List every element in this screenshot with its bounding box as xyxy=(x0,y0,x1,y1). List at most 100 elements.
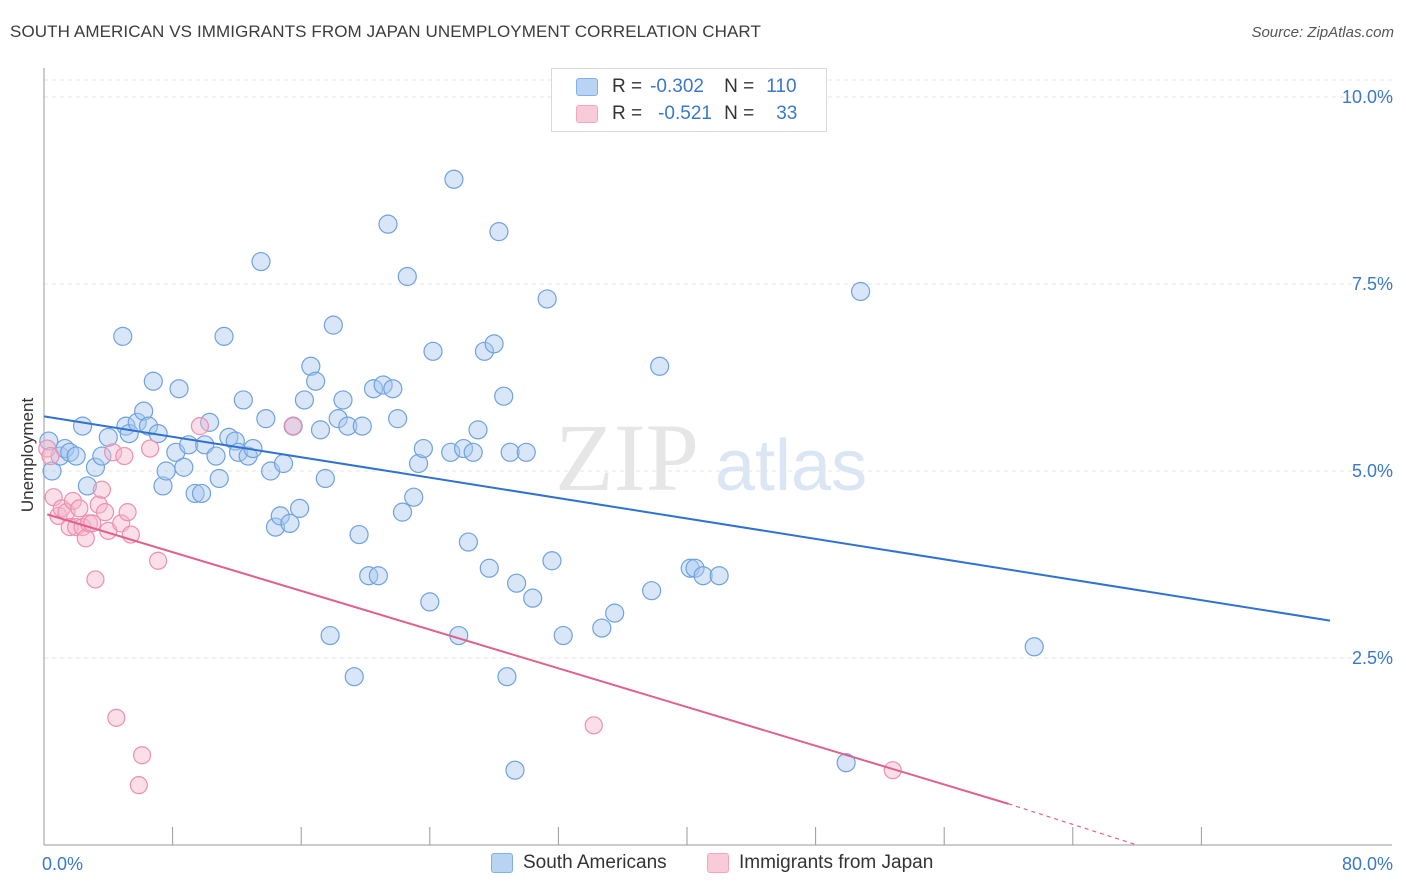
y-tick-label: 5.0% xyxy=(1352,461,1393,481)
data-point-south-americans xyxy=(256,409,276,429)
data-point-south-americans xyxy=(463,442,483,462)
trend-line-south-americans xyxy=(43,415,1331,622)
data-point-south-americans xyxy=(489,222,509,242)
legend-row-south-americans: R = -0.302 N = 110 xyxy=(576,74,797,100)
legend-swatch-blue xyxy=(491,853,513,873)
trend-line-japan xyxy=(46,513,1009,805)
data-point-south-americans xyxy=(408,453,429,474)
data-point-south-americans xyxy=(444,169,464,189)
data-point-south-americans xyxy=(709,566,729,586)
data-point-south-americans xyxy=(185,483,205,504)
legend-swatch-pink xyxy=(576,105,598,123)
data-point-japan xyxy=(149,551,168,570)
data-point-south-americans xyxy=(333,390,353,410)
data-point-south-americans xyxy=(685,558,705,578)
data-point-south-americans xyxy=(851,281,871,302)
legend-row-japan: R = -0.521 N = 33 xyxy=(576,101,797,127)
legend-r-label: R = xyxy=(612,76,643,97)
data-point-japan xyxy=(104,443,123,462)
data-point-south-americans xyxy=(368,566,388,586)
data-point-japan xyxy=(140,439,160,458)
data-point-south-americans xyxy=(191,483,212,504)
data-point-south-americans xyxy=(233,390,253,410)
y-axis-label: Unemployment xyxy=(18,398,37,513)
data-point-south-americans xyxy=(306,371,326,391)
data-point-south-americans xyxy=(388,409,408,429)
legend-label: South Americans xyxy=(523,852,667,873)
data-point-south-americans xyxy=(251,251,271,272)
data-point-south-americans xyxy=(383,379,403,399)
data-point-south-americans xyxy=(328,409,348,429)
data-point-south-americans xyxy=(836,753,856,773)
data-point-south-americans xyxy=(143,371,163,391)
data-point-south-americans xyxy=(156,461,176,481)
data-point-south-americans xyxy=(516,442,536,462)
data-point-south-americans xyxy=(280,513,300,533)
data-point-south-americans xyxy=(72,416,93,436)
data-point-south-americans xyxy=(392,502,413,522)
trend-line-japan-extrapolated xyxy=(1008,803,1138,846)
y-tick-label: 2.5% xyxy=(1352,648,1393,668)
data-point-south-americans xyxy=(352,416,372,436)
x-tick-label-max: 80.0% xyxy=(1342,854,1393,874)
data-point-japan xyxy=(883,761,902,780)
data-point-japan xyxy=(584,716,603,735)
data-point-south-americans xyxy=(153,476,173,496)
legend-item-japan[interactable]: Immigrants from Japan xyxy=(707,852,933,874)
y-tick-label: 10.0% xyxy=(1342,87,1393,107)
data-point-south-americans xyxy=(338,416,358,436)
watermark: ZIP atlas xyxy=(555,404,867,511)
data-point-south-americans xyxy=(441,442,461,462)
data-point-south-americans xyxy=(605,603,625,623)
data-point-south-americans xyxy=(349,524,369,545)
data-point-south-americans xyxy=(553,625,573,646)
data-point-south-americans xyxy=(373,375,393,395)
data-point-south-americans xyxy=(265,517,286,537)
south-americans-points xyxy=(39,169,1044,780)
chart-source: Source: ZipAtlas.com xyxy=(1251,24,1394,41)
data-point-south-americans xyxy=(494,386,514,406)
data-point-south-americans xyxy=(214,326,234,346)
data-point-south-americans xyxy=(404,487,424,507)
data-point-south-americans xyxy=(294,390,315,410)
data-point-japan xyxy=(76,529,95,548)
tick-labels: 2.5% 5.0% 7.5% 10.0% 0.0% 80.0% xyxy=(42,87,1393,874)
data-point-south-americans xyxy=(270,506,290,526)
data-point-japan xyxy=(92,480,111,499)
data-point-south-americans xyxy=(199,412,220,432)
data-point-south-americans xyxy=(273,453,294,474)
legend-item-south-americans[interactable]: South Americans xyxy=(491,852,667,874)
data-point-south-americans xyxy=(500,442,520,462)
data-point-south-americans xyxy=(363,379,384,399)
data-point-south-americans xyxy=(39,431,59,451)
data-point-japan xyxy=(118,503,137,522)
data-point-south-americans xyxy=(397,266,417,287)
data-point-south-americans xyxy=(413,438,433,459)
data-point-south-americans xyxy=(301,356,321,376)
data-point-south-americans xyxy=(479,558,499,578)
data-point-south-americans xyxy=(507,573,527,593)
data-point-japan xyxy=(190,417,210,436)
data-point-japan xyxy=(41,446,60,466)
data-point-south-americans xyxy=(289,498,310,518)
data-point-south-americans xyxy=(423,341,443,361)
legend-n-label: N = xyxy=(724,103,755,124)
data-point-south-americans xyxy=(542,551,562,571)
legend-label: Immigrants from Japan xyxy=(739,852,934,873)
data-point-japan xyxy=(132,746,152,765)
data-point-south-americans xyxy=(1024,637,1044,657)
data-point-south-americans xyxy=(134,401,154,421)
data-point-japan xyxy=(284,417,303,436)
legend-n-value: 110 xyxy=(766,76,797,97)
data-point-south-americans xyxy=(206,446,226,466)
data-point-south-americans xyxy=(484,334,504,354)
data-point-south-americans xyxy=(315,468,335,489)
data-point-south-americans xyxy=(169,379,189,399)
x-tick-label-min: 0.0% xyxy=(42,854,83,874)
japan-immigrants-points xyxy=(38,417,902,795)
data-point-south-americans xyxy=(650,356,670,376)
data-point-south-americans xyxy=(693,566,713,586)
data-point-south-americans xyxy=(323,315,343,335)
data-point-south-americans xyxy=(420,592,440,612)
data-point-japan xyxy=(86,570,105,589)
